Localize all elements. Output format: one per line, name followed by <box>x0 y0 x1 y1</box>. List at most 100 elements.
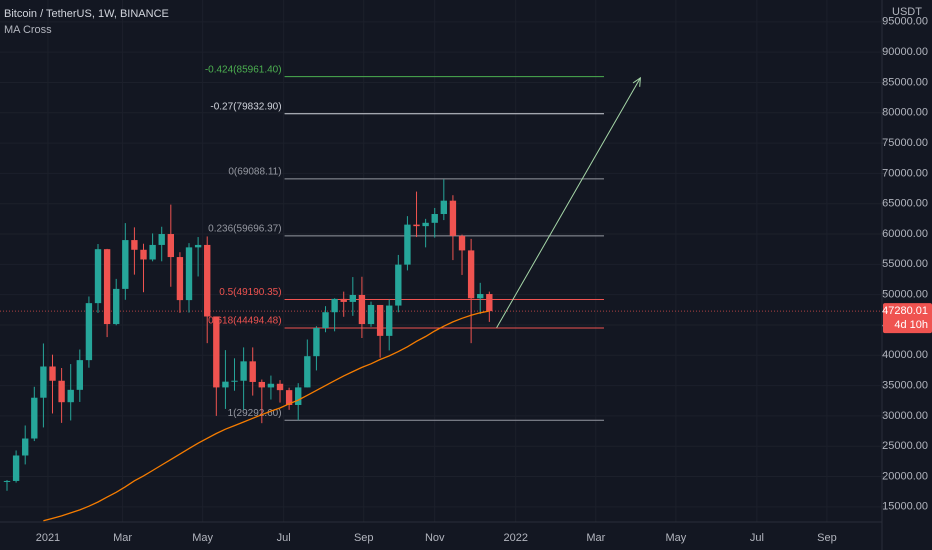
x-tick-label: Jul <box>277 532 291 544</box>
candle-body <box>449 200 457 236</box>
y-tick-label: 30000.00 <box>882 410 928 422</box>
candle-body <box>304 356 311 388</box>
x-tick-label: 2021 <box>36 532 60 544</box>
x-tick-label: Nov <box>425 532 445 544</box>
candle-body <box>22 438 29 456</box>
y-tick-label: 65000.00 <box>882 198 928 210</box>
candle-body <box>413 224 420 227</box>
y-tick-label: 20000.00 <box>882 470 928 482</box>
price-tag-value: 47280.01 <box>882 305 928 317</box>
candle-body <box>477 294 484 299</box>
candle-body <box>276 383 284 391</box>
y-tick-label: 85000.00 <box>882 76 928 88</box>
candle-body <box>140 249 147 260</box>
candle-body <box>258 381 266 388</box>
candle-body <box>222 381 229 388</box>
y-tick-label: 40000.00 <box>882 349 928 361</box>
candle-body <box>94 249 102 304</box>
indicator-name: MA Cross <box>4 24 52 36</box>
candle-body <box>395 264 402 306</box>
fib-label: 0.5(49190.35) <box>219 287 281 298</box>
candle-body <box>331 298 338 313</box>
plot-area: -0.424(85961.40) -0.27(79832.90) 0(69088.1… <box>0 64 882 522</box>
candle-body <box>358 294 366 325</box>
candle-body <box>167 234 174 258</box>
y-tick-label: 80000.00 <box>882 107 928 119</box>
y-tick-label: 60000.00 <box>882 228 928 240</box>
candle-body <box>285 390 293 405</box>
candle-body <box>349 294 357 302</box>
y-tick-label: 95000.00 <box>882 16 928 28</box>
candle-body <box>422 222 429 227</box>
candle-body <box>122 240 129 289</box>
x-tick-label: 2022 <box>503 532 527 544</box>
price-tag-countdown: 4d 10h <box>894 319 928 331</box>
candle-body <box>404 224 411 265</box>
candle-body <box>440 200 448 215</box>
y-tick-label: 55000.00 <box>882 258 928 270</box>
candle-body <box>313 327 320 357</box>
moving-average <box>43 310 490 522</box>
x-tick-label: Mar <box>586 532 605 544</box>
candle-body <box>458 235 466 251</box>
y-axis-label: USDT <box>892 6 922 18</box>
y-tick-label: 70000.00 <box>882 167 928 179</box>
fib-label: -0.424(85961.40) <box>205 64 282 75</box>
candle-body <box>58 380 65 403</box>
x-tick-label: May <box>665 532 686 544</box>
candle-body <box>113 288 120 325</box>
x-tick-label: Mar <box>113 532 132 544</box>
y-tick-label: 15000.00 <box>882 501 928 513</box>
candle-body <box>295 387 302 405</box>
candle-body <box>386 305 393 336</box>
arrow-head <box>632 76 641 87</box>
fib-label: -0.27(79832.90) <box>210 101 281 112</box>
candle-body <box>12 455 20 481</box>
candle-body <box>231 380 238 382</box>
y-tick-label: 35000.00 <box>882 379 928 391</box>
candle-body <box>267 383 275 388</box>
axes: 15000.00 20000.00 25000.00 30000.00 35000.00… <box>36 16 932 544</box>
y-tick-label: 50000.00 <box>882 289 928 301</box>
candle-body <box>103 249 111 325</box>
candle-body <box>194 244 202 248</box>
y-tick-label: 75000.00 <box>882 137 928 149</box>
candle-body <box>213 316 220 388</box>
candle-body <box>322 312 329 328</box>
fib-label: 0(69088.11) <box>228 167 281 178</box>
candle-body <box>204 244 211 317</box>
candle-body <box>40 366 47 398</box>
candle-body <box>67 389 74 403</box>
x-tick-label: Sep <box>817 532 837 544</box>
x-tick-label: Jul <box>750 532 764 544</box>
candle-body <box>131 240 138 250</box>
chart-title: Bitcoin / TetherUS, 1W, BINANCE <box>4 8 169 20</box>
candle-body <box>3 480 11 482</box>
candle-body <box>149 244 156 260</box>
candle-body <box>49 366 56 381</box>
x-tick-label: May <box>192 532 213 544</box>
candle-body <box>367 304 375 325</box>
candle-body <box>467 250 475 299</box>
fib-label: 0.236(59696.37) <box>208 224 281 235</box>
fib-label: 0.618(44494.48) <box>208 316 281 327</box>
candle-body <box>85 303 93 361</box>
y-tick-label: 90000.00 <box>882 46 928 58</box>
price-tag <box>883 303 932 334</box>
candle-body <box>158 234 165 245</box>
candle-body <box>340 298 347 302</box>
y-tick-label: 25000.00 <box>882 440 928 452</box>
candle-body <box>376 304 384 336</box>
candle-body <box>249 361 256 382</box>
candle-body <box>185 247 193 301</box>
fib-label: 1(29292.60) <box>228 408 282 419</box>
trend-arrow <box>496 77 641 329</box>
x-tick-label: Sep <box>354 532 374 544</box>
candle-body <box>176 257 184 301</box>
candle-body <box>486 294 493 312</box>
candle-body <box>431 214 438 223</box>
candle-body <box>240 361 247 381</box>
